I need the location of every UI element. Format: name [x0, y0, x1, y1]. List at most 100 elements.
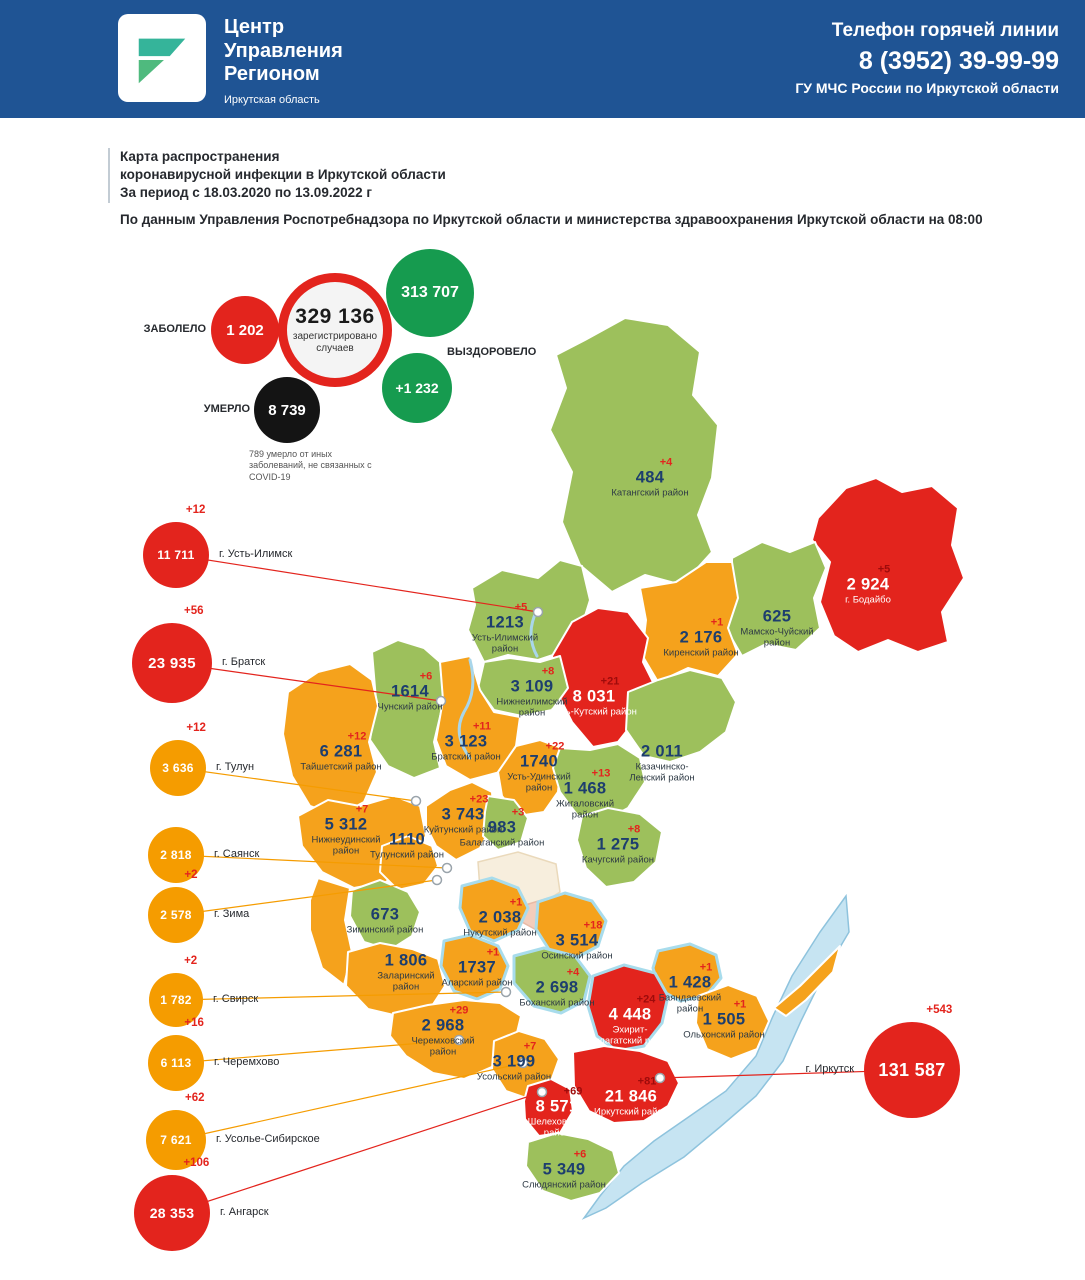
city-label: г. Черемхово: [214, 1056, 280, 1068]
city-stat-circle: 2 818: [148, 827, 204, 883]
district-name: Усть-Илимский район: [471, 632, 539, 654]
district-value: 1 468: [563, 779, 607, 798]
city-map-dot: [532, 606, 544, 618]
district-value: 1614: [391, 682, 429, 701]
district-shape-tulunsky: [379, 835, 439, 891]
district-shape-slyudyansky: [525, 1132, 620, 1202]
district-name: Иркутский район: [594, 1106, 668, 1118]
city-stat-circle: 28 353: [134, 1175, 210, 1251]
data-source-line: По данным Управления Роспотребнадзора по…: [120, 212, 983, 227]
district-name: Киренский район: [663, 647, 739, 659]
sick-label: ЗАБОЛЕЛО: [143, 323, 206, 335]
district-delta: +24: [636, 993, 656, 1006]
district-value: 2 968: [421, 1016, 465, 1035]
district-shape-alarsky: [439, 933, 510, 1001]
district-delta: +6: [573, 1148, 587, 1161]
died-label: УМЕРЛО: [203, 403, 250, 415]
org-name-line1: Центр: [224, 16, 285, 38]
district-label: +7 3 199 Усольский район: [454, 1041, 574, 1084]
district-delta: [363, 819, 483, 831]
district-label: +23 3 743 Куйтунский район: [403, 794, 523, 837]
district-value: 1 806: [384, 951, 428, 970]
district-name: Баяндаевский район: [658, 992, 722, 1014]
district-label: +22 1740 Усть-Удинский район: [479, 740, 599, 793]
district-name: Куйтунский район: [423, 824, 503, 836]
city-stat-circle: 6 113: [148, 1035, 204, 1091]
district-shape-ziminsky: [349, 879, 421, 951]
city-map-dot: [500, 986, 512, 998]
district-value: 1737: [458, 958, 496, 977]
city-connector-line: [175, 1039, 460, 1064]
sick-count-circle: 1 202: [211, 296, 279, 364]
district-name: Нукутский район: [463, 927, 537, 939]
district-value: 1740: [520, 752, 558, 771]
district-label: 625 Мамско-Чуйский район: [717, 595, 837, 648]
district-delta: +12: [347, 730, 367, 743]
district-name: Братский район: [431, 751, 501, 763]
district-value: 8 571: [535, 1097, 579, 1116]
city-delta: +16: [184, 1017, 204, 1029]
city-label: г. Саянск: [214, 848, 260, 860]
district-label: 1110 Тулунский район: [347, 819, 467, 862]
city-label: г. Свирск: [213, 993, 259, 1005]
district-shape-olkhon-island: [773, 945, 841, 1017]
city-map-dot: [654, 1072, 666, 1084]
district-shape-zhigalovsky: [552, 743, 646, 823]
district-delta: +22: [545, 740, 565, 753]
district-value: 1 428: [668, 973, 712, 992]
district-shape-bodaybo: [811, 477, 965, 653]
city-stat-circle: 131 587: [864, 1022, 960, 1118]
district-label: +24 4 448 Эхирит-Булагатский район: [570, 993, 690, 1046]
registered-caption: зарегистрировано случаев: [292, 331, 378, 354]
city-delta: +12: [185, 504, 206, 516]
district-label: +1 1 505 Ольхонский район: [664, 999, 784, 1042]
hotline-block: Телефон горячей линии 8 (3952) 39-99-99 …: [795, 20, 1059, 96]
district-delta: +3: [511, 806, 525, 819]
district-name: Качугский район: [581, 854, 655, 866]
district-delta: +1: [733, 998, 747, 1011]
district-value: 5 312: [324, 815, 368, 834]
city-map-dot: [517, 1057, 529, 1069]
district-value: 3 199: [492, 1052, 536, 1071]
org-name-block: Центр Управления Регионом Иркутская обла…: [224, 16, 343, 106]
district-value: 2 011: [641, 742, 683, 761]
district-label: +6 5 349 Слюдянский район: [504, 1149, 624, 1192]
city-connector-line: [171, 1091, 543, 1214]
district-label: +8 1 275 Качугский район: [558, 824, 678, 867]
district-shape-nizhneudinsky-south: [309, 877, 353, 986]
district-delta: +1: [486, 946, 500, 959]
city-delta: +12: [186, 722, 206, 734]
district-name: Казачинско-Ленский район: [629, 761, 695, 783]
district-shape-taishetsky: [282, 663, 379, 817]
city-label: г. Братск: [222, 656, 266, 668]
map-title-line2: коронавирусной инфекции в Иркутской обла…: [120, 167, 446, 183]
city-map-dot: [441, 862, 453, 874]
district-delta: +81: [637, 1075, 657, 1088]
recovered-delta-circle: +1 232: [382, 353, 452, 423]
district-name: Слюдянский район: [522, 1179, 606, 1191]
city-stat-circle: 1 782: [149, 973, 203, 1027]
district-label: +29 2 968 Черемховский район: [383, 1004, 503, 1057]
district-name: Чунский район: [377, 701, 443, 713]
district-value: 2 176: [679, 628, 723, 647]
hotline-phone: 8 (3952) 39-99-99: [858, 47, 1059, 75]
city-connector-line: [175, 991, 507, 1001]
district-delta: +1: [710, 616, 724, 629]
city-connector-line: [177, 767, 417, 802]
city-delta: +2: [184, 869, 198, 881]
district-delta: +4: [566, 966, 580, 979]
city-map-dot: [536, 1086, 548, 1098]
district-value: 8 031: [572, 687, 616, 706]
reservoir-bratsk: [457, 658, 475, 760]
district-shape-kazachinsko-lensky: [625, 669, 737, 763]
map-title-line3: За период с 18.03.2020 по 13.09.2022 г: [120, 185, 372, 201]
district-name: Мамско-Чуйский район: [740, 626, 814, 648]
district-delta: +11: [472, 720, 492, 733]
district-name: Черемховский район: [411, 1035, 475, 1057]
header-band: Центр Управления Регионом Иркутская обла…: [0, 0, 1085, 118]
district-shape-kachugsky: [576, 807, 663, 888]
city-map-dot: [431, 874, 443, 886]
district-name: Аларский район: [441, 977, 513, 989]
city-stat-circle: 2 578: [148, 887, 204, 943]
